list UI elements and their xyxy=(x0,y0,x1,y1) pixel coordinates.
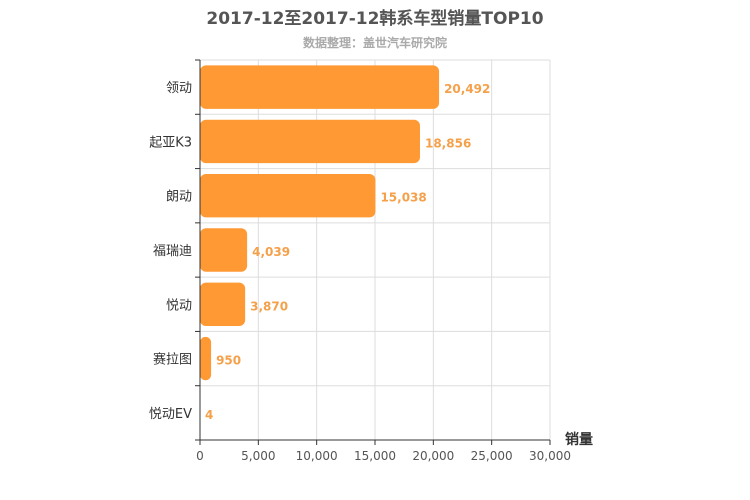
bar xyxy=(200,282,246,326)
x-tick-label: 10,000 xyxy=(296,449,338,463)
value-label: 4,039 xyxy=(252,245,290,259)
value-label: 18,856 xyxy=(425,136,471,150)
x-tick-label: 25,000 xyxy=(471,449,513,463)
category-label: 悦动 xyxy=(166,298,192,313)
axes xyxy=(195,59,551,445)
value-label: 15,038 xyxy=(380,191,426,205)
x-tick-label: 5,000 xyxy=(241,449,275,463)
category-label: 领动 xyxy=(166,81,192,96)
x-tick-label: 30,000 xyxy=(529,449,571,463)
value-label: 4 xyxy=(205,408,213,422)
bar xyxy=(200,119,420,164)
x-axis-title: 销量 xyxy=(565,431,593,448)
category-label: 福瑞迪 xyxy=(153,244,192,259)
labels: 0 5,000 10,000 15,000 20,000 25,000 30,000 领动 20… xyxy=(149,81,571,463)
chart-subtitle: 数据整理：盖世汽车研究院 xyxy=(303,35,447,50)
value-label: 3,870 xyxy=(250,299,288,313)
category-label: 起亚K3 xyxy=(149,135,192,150)
chart-title: 2017-12至2017-12韩系车型销量TOP10 xyxy=(206,8,543,29)
bar xyxy=(200,336,212,381)
bar xyxy=(200,65,440,109)
x-tick-label: 15,000 xyxy=(354,449,396,463)
grid-lines xyxy=(199,59,551,441)
x-tick-label: 20,000 xyxy=(412,449,454,463)
bar xyxy=(200,228,248,272)
category-label: 悦动EV xyxy=(149,407,192,422)
category-label: 赛拉图 xyxy=(153,352,192,368)
value-label: 950 xyxy=(216,354,241,368)
value-label: 20,492 xyxy=(444,82,490,96)
x-tick-label: 0 xyxy=(196,449,204,463)
bar xyxy=(200,174,376,218)
category-label: 朗动 xyxy=(166,190,192,205)
bars xyxy=(200,65,440,435)
